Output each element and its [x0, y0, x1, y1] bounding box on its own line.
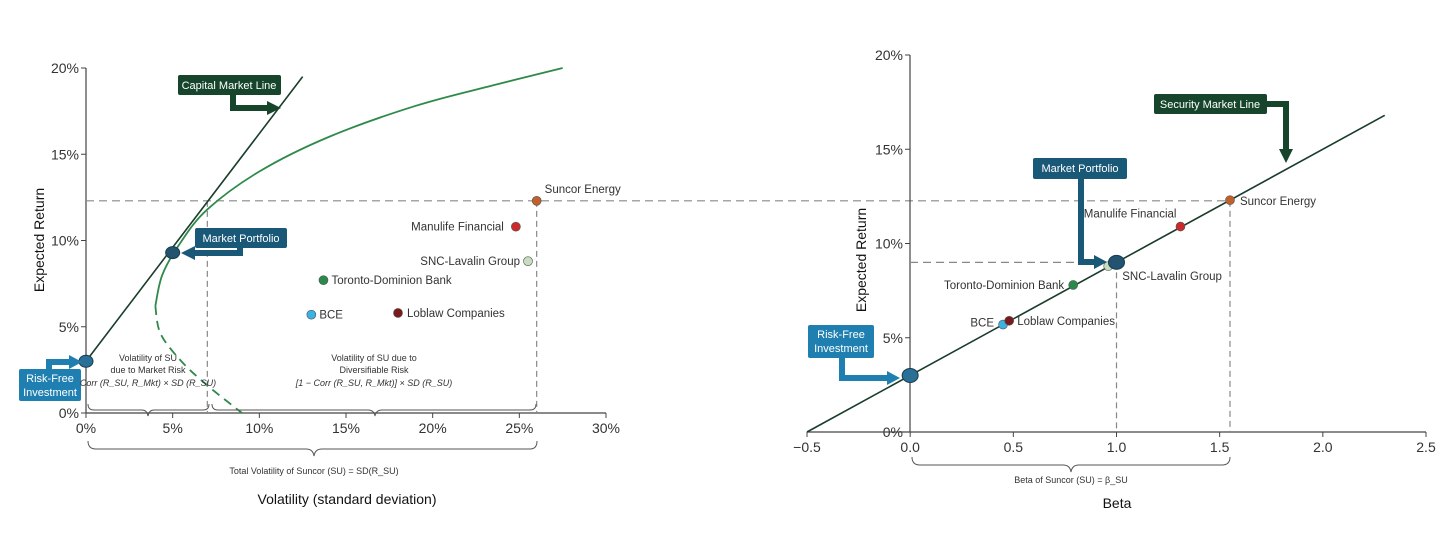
- right-dashed-verticals: [1117, 201, 1230, 432]
- left-point-label: Suncor Energy: [545, 184, 621, 196]
- brace-diversifiable-risk: [212, 404, 536, 416]
- left-x-tick-label: 15%: [332, 420, 360, 436]
- right-point-label: SNC-Lavalin Group: [1122, 271, 1222, 283]
- brace-beta-label: Beta of Suncor (SU) = β_SU: [1014, 475, 1127, 485]
- efficient-frontier-curve: [155, 68, 562, 306]
- brace-market-risk-line1: Volatility of SU: [119, 353, 177, 363]
- left-x-tick-label: 0%: [76, 420, 96, 436]
- right-riskfree-callout-line2: Investment: [814, 343, 868, 355]
- brace-diversifiable-line3: [1 − Corr (R_SU, R_Mkt)] × SD (R_SU): [295, 378, 453, 388]
- left-point-label: SNC-Lavalin Group: [420, 256, 520, 268]
- left-x-tick-label: 25%: [505, 420, 533, 436]
- cml-callout-label: Capital Market Line: [182, 80, 277, 92]
- right-ticks: −0.5 0.0 0.5 1.0 1.5 2.0 2.50%5%10%15%20%: [793, 47, 1436, 455]
- right-point-dot: [1005, 316, 1014, 325]
- left-market-callout-label: Market Portfolio: [202, 233, 279, 245]
- right-point-dot: [1069, 280, 1078, 289]
- brace-total-label: Total Volatility of Suncor (SU) = SD(R_S…: [229, 466, 398, 476]
- left-point-label: Toronto-Dominion Bank: [331, 275, 451, 287]
- right-chart: −0.5 0.0 0.5 1.0 1.5 2.0 2.50%5%10%15%20% Sunc…: [793, 47, 1436, 511]
- left-y-axis-title: Expected Return: [31, 188, 47, 292]
- left-point-dot: [524, 257, 533, 266]
- left-x-tick-label: 5%: [163, 420, 183, 436]
- brace-beta: [912, 457, 1230, 472]
- left-point-dot: [532, 196, 541, 205]
- left-x-tick-label: 20%: [419, 420, 447, 436]
- right-riskfree-callout-line1: Risk-Free: [817, 329, 865, 341]
- left-y-tick-label: 5%: [59, 319, 79, 335]
- left-point-dot: [307, 310, 316, 319]
- brace-market-risk-line2: due to Market Risk: [110, 365, 186, 375]
- left-riskfree-callout-line2: Investment: [23, 387, 77, 399]
- sml-callout-label: Security Market Line: [1160, 99, 1260, 111]
- right-y-axis-title: Expected Return: [853, 208, 869, 312]
- right-y-tick-label: 20%: [875, 47, 903, 63]
- right-market-portfolio-dot: [1109, 255, 1125, 269]
- brace-total-volatility: [88, 441, 537, 456]
- capital-market-line: [86, 77, 303, 362]
- brace-diversifiable-line1: Volatility of SU due to: [331, 353, 417, 363]
- left-x-tick-label: 10%: [245, 420, 273, 436]
- left-y-tick-label: 0%: [59, 405, 79, 421]
- left-point-dot: [394, 308, 403, 317]
- right-x-tick-label: 0.0: [900, 439, 920, 455]
- brace-diversifiable-line2: Diversifiable Risk: [339, 365, 409, 375]
- left-y-tick-label: 15%: [51, 146, 79, 162]
- cml-callout: Capital Market Line: [178, 75, 281, 115]
- right-x-tick-label: 2.0: [1313, 439, 1333, 455]
- right-point-label: Loblaw Companies: [1017, 316, 1115, 328]
- left-point-label: Manulife Financial: [411, 222, 504, 234]
- left-point-label: BCE: [319, 310, 343, 322]
- right-point-label: Suncor Energy: [1240, 196, 1316, 208]
- right-risk-free-dot: [902, 368, 918, 382]
- right-y-tick-label: 10%: [875, 236, 903, 252]
- sml-callout: Security Market Line: [1154, 94, 1293, 163]
- left-riskfree-callout-line1: Risk-Free: [26, 373, 74, 385]
- left-y-tick-label: 20%: [51, 60, 79, 76]
- right-point-label: Manulife Financial: [1084, 209, 1177, 221]
- left-market-portfolio-dot: [166, 247, 180, 259]
- left-y-tick-label: 10%: [51, 233, 79, 249]
- left-market-callout: Market Portfolio: [181, 228, 287, 260]
- right-x-tick-label: −0.5: [793, 439, 821, 455]
- brace-market-risk: [88, 404, 209, 416]
- right-y-tick-label: 15%: [875, 141, 903, 157]
- left-braces: Volatility of SU due to Market Risk Corr…: [80, 353, 537, 476]
- left-point-dot: [319, 276, 328, 285]
- right-x-tick-label: 0.5: [1004, 439, 1024, 455]
- right-x-axis-title: Beta: [1103, 495, 1132, 511]
- right-y-tick-label: 5%: [883, 330, 903, 346]
- right-point-label: Toronto-Dominion Bank: [944, 280, 1064, 292]
- right-x-tick-label: 1.0: [1107, 439, 1127, 455]
- left-point-label: Loblaw Companies: [407, 308, 505, 320]
- right-points: Suncor Energy Manulife Financial SNC-Laval…: [944, 196, 1316, 330]
- left-x-tick-label: 30%: [592, 420, 620, 436]
- right-x-tick-label: 2.5: [1416, 439, 1436, 455]
- right-x-tick-label: 1.5: [1210, 439, 1230, 455]
- left-points: Suncor Energy Manulife Financial SNC-Laval…: [307, 184, 621, 322]
- right-point-dot: [1225, 196, 1234, 205]
- left-x-axis-title: Volatility (standard deviation): [258, 491, 437, 507]
- right-market-callout-label: Market Portfolio: [1041, 163, 1118, 175]
- brace-market-risk-line3: Corr (R_SU, R_Mkt) × SD (R_SU): [80, 378, 216, 388]
- left-risk-free-dot: [79, 355, 93, 367]
- left-riskfree-callout: Risk-Free Investment: [19, 355, 82, 401]
- left-point-dot: [511, 222, 520, 231]
- right-point-dot: [1176, 222, 1185, 231]
- right-point-label: BCE: [970, 318, 994, 330]
